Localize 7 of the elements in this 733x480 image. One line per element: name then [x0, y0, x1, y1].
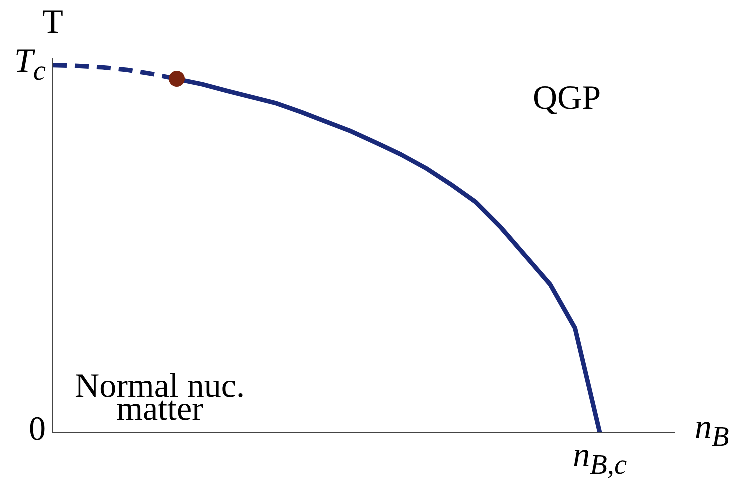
annotation: 0 — [29, 411, 46, 448]
text: n$_{B,c}$ — [572, 437, 628, 480]
annotation: T$_{c}$ — [14, 43, 46, 88]
y-axis-title: T — [42, 4, 64, 41]
annotation: QGP — [532, 80, 602, 117]
x-axis-title: n$_{B}$ — [695, 409, 730, 453]
annotation: Normal nuc. matter — [74, 368, 246, 428]
